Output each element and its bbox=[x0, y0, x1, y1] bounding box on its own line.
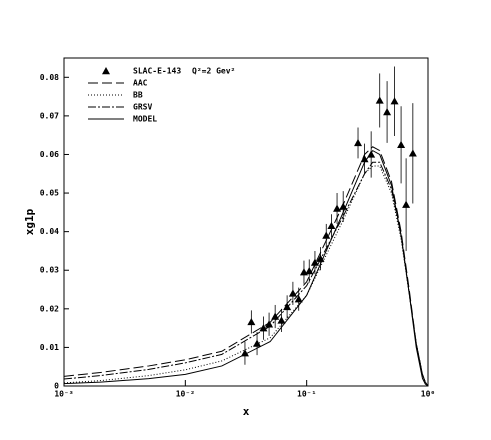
data-point bbox=[383, 108, 392, 116]
data-point bbox=[327, 221, 336, 230]
data-point bbox=[360, 155, 369, 163]
legend-label: GRSV bbox=[133, 103, 152, 112]
data-point bbox=[375, 96, 384, 104]
x-tick-label: 10⁻³ bbox=[54, 390, 73, 399]
legend-label: SLAC-E-143 bbox=[133, 67, 181, 76]
data-point bbox=[322, 231, 331, 239]
y-tick-label: 0.07 bbox=[40, 111, 59, 120]
data-point bbox=[294, 295, 303, 303]
data-point bbox=[390, 97, 399, 105]
curve bbox=[63, 146, 429, 387]
data-point bbox=[397, 140, 406, 149]
legend-marker bbox=[102, 67, 110, 75]
data-point bbox=[408, 149, 417, 157]
data-point bbox=[354, 138, 363, 147]
x-axis-label: x bbox=[243, 405, 250, 418]
data-point bbox=[253, 339, 262, 347]
y-tick-label: 0.03 bbox=[40, 266, 59, 275]
annotation: Q²=2 Gev² bbox=[192, 67, 235, 76]
data-point bbox=[240, 349, 249, 357]
legend-label: AAC bbox=[133, 79, 148, 88]
data-point bbox=[277, 316, 286, 324]
curve bbox=[63, 149, 429, 387]
plot-frame bbox=[63, 57, 429, 387]
y-tick-label: 0 bbox=[54, 382, 59, 391]
data-point bbox=[310, 258, 319, 266]
legend-label: BB bbox=[133, 91, 143, 100]
y-tick-label: 0.01 bbox=[40, 343, 59, 352]
y-tick-label: 0.02 bbox=[40, 304, 59, 313]
x-tick-label: 10⁻¹ bbox=[297, 390, 316, 399]
y-tick-label: 0.06 bbox=[40, 150, 59, 159]
curve bbox=[63, 161, 429, 387]
y-axis-label: xg1p bbox=[23, 208, 36, 235]
y-tick-label: 0.05 bbox=[40, 189, 59, 198]
y-tick-label: 0.04 bbox=[40, 227, 59, 236]
data-point bbox=[247, 317, 256, 326]
data-point bbox=[402, 200, 411, 208]
data-point bbox=[288, 289, 297, 297]
x-tick-label: 10⁰ bbox=[421, 390, 435, 399]
y-tick-label: 0.08 bbox=[40, 73, 59, 82]
data-point bbox=[333, 204, 342, 212]
x-tick-label: 10⁻² bbox=[176, 390, 195, 399]
legend-label: MODEL bbox=[133, 115, 157, 124]
data-point bbox=[283, 302, 292, 311]
